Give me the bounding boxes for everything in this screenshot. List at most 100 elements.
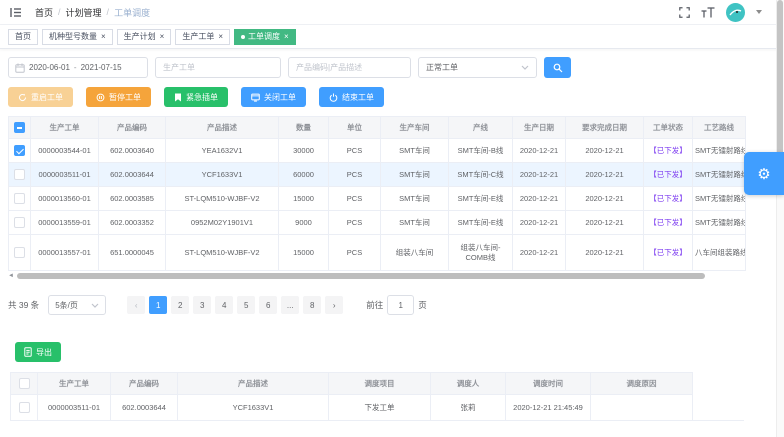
more-pages-button[interactable]: ... — [281, 296, 300, 314]
export-button[interactable]: 导出 — [15, 342, 61, 362]
fullscreen-icon[interactable] — [679, 6, 690, 18]
scroll-left-arrow-icon[interactable]: ◄ — [8, 273, 14, 279]
table-row[interactable]: 0000003544-01 602.0003640 YEA1632V1 3000… — [8, 138, 746, 163]
cell-product-desc: YEA1632V1 — [165, 138, 279, 163]
dispatch-record-table: 生产工单 产品编码 产品描述 调度项目 调度人 调度时间 调度原因 000000… — [10, 372, 744, 421]
breadcrumb-plan-management[interactable]: 计划管理 — [65, 7, 102, 18]
page-button-2[interactable]: 2 — [171, 296, 190, 314]
page-button-3[interactable]: 3 — [193, 296, 212, 314]
breadcrumb-separator: / — [106, 7, 110, 17]
tab-production-order[interactable]: 生产工单 × — [175, 28, 231, 45]
page-button-1[interactable]: 1 — [149, 296, 168, 314]
cell-prod-date: 2020-12-21 — [512, 186, 566, 211]
close-icon[interactable]: × — [218, 31, 224, 41]
cell-line: 组装八车间-COMB线 — [448, 234, 513, 271]
cell-due-date: 2020-12-21 — [565, 234, 644, 271]
export-row: 导出 — [8, 342, 776, 362]
tab-label: 生产工单 — [182, 32, 215, 41]
row-checkbox[interactable] — [14, 169, 25, 180]
cell-dispatcher: 张莉 — [430, 394, 506, 421]
row-select-cell — [8, 234, 31, 271]
table-row[interactable]: 0000003511-01 602.0003644 YCF1633V1 6000… — [8, 162, 746, 187]
close-icon[interactable]: × — [284, 31, 289, 41]
bookmark-icon — [175, 93, 181, 101]
cell-workshop: SMT车间 — [380, 138, 449, 163]
next-page-button[interactable]: › — [325, 296, 344, 314]
product-code-input[interactable] — [288, 57, 411, 78]
search-icon — [553, 63, 562, 72]
cell-prod-date: 2020-12-21 — [512, 234, 566, 271]
work-order-input[interactable] — [155, 57, 281, 78]
prev-page-button[interactable]: ‹ — [127, 296, 146, 314]
select-all-checkbox[interactable] — [18, 378, 30, 389]
page-size-value: 5条/页 — [55, 300, 78, 310]
cell-status: 【已下发】 — [643, 210, 693, 235]
close-icon[interactable]: × — [159, 31, 165, 41]
page-button-6[interactable]: 6 — [259, 296, 278, 314]
filter-bar: 2020-06-01 - 2021-07-15 正常工单 — [8, 57, 776, 78]
close-order-button[interactable]: 关闭工单 — [241, 87, 306, 107]
search-button[interactable] — [544, 57, 571, 78]
table-row[interactable]: 0000013560-01 602.0003585 ST-LQM510-WJBF… — [8, 186, 746, 211]
vertical-scroll-thumb[interactable] — [777, 0, 783, 168]
cell-product-code: 602.0003644 — [98, 162, 166, 187]
cell-quantity: 9000 — [278, 210, 329, 235]
table-row[interactable]: 0000013559-01 602.0003352 0952M02Y1901V1… — [8, 210, 746, 235]
col-header: 生产工单 — [37, 372, 111, 395]
tab-order-dispatch-active[interactable]: 工单调度 × — [234, 28, 296, 45]
goto-page-input[interactable] — [387, 295, 415, 315]
cell-route: SMT无镭射路线 — [692, 186, 746, 211]
user-menu-caret-icon[interactable] — [756, 10, 762, 14]
cell-product-code: 602.0003644 — [110, 394, 178, 421]
finish-order-button[interactable]: 结束工单 — [319, 87, 384, 107]
work-order-table: 生产工单 产品编码 产品描述 数量 单位 生产车间 产线 生产日期 要求完成日期… — [8, 116, 746, 271]
settings-panel-button[interactable]: ⚙ — [744, 152, 784, 195]
cell-order-no: 0000003511-01 — [30, 162, 99, 187]
total-count: 共 39 条 — [8, 300, 40, 310]
row-checkbox[interactable] — [18, 402, 30, 413]
tab-production-plan[interactable]: 生产计划 × — [116, 28, 172, 45]
cell-line: SMT车间-E线 — [448, 210, 513, 235]
cell-unit: PCS — [328, 234, 381, 271]
hamburger-icon[interactable] — [10, 7, 22, 18]
row-checkbox[interactable] — [14, 193, 25, 204]
urgent-insert-button[interactable]: 紧急插单 — [164, 87, 228, 107]
filler-cell — [692, 372, 744, 395]
font-size-icon[interactable] — [701, 6, 715, 18]
table-row[interactable]: 0000013557-01 651.0000045 ST-LQM510-WJBF… — [8, 234, 746, 271]
tab-label: 机种型号数量 — [49, 32, 97, 41]
button-label: 重启工单 — [31, 92, 63, 102]
user-avatar[interactable] — [726, 2, 745, 22]
tab-model-quantity[interactable]: 机种型号数量 × — [42, 28, 113, 45]
date-range-input[interactable]: 2020-06-01 - 2021-07-15 — [8, 57, 148, 78]
page-button-5[interactable]: 5 — [237, 296, 256, 314]
row-checkbox[interactable] — [14, 247, 25, 258]
cell-product-desc: 0952M02Y1901V1 — [165, 210, 279, 235]
breadcrumb-home[interactable]: 首页 — [35, 7, 54, 18]
close-icon[interactable]: × — [101, 31, 106, 41]
chevron-down-icon — [91, 303, 99, 308]
page-size-select[interactable]: 5条/页 — [48, 295, 107, 315]
cell-product-desc: ST-LQM510-WJBF-V2 — [165, 186, 279, 211]
row-select-cell — [8, 162, 31, 187]
table-row[interactable]: 0000003511-01 602.0003644 YCF1633V1 下发工单… — [10, 394, 744, 421]
cell-order-no: 0000003544-01 — [30, 138, 99, 163]
page-button-4[interactable]: 4 — [215, 296, 234, 314]
col-header: 产品编码 — [98, 116, 166, 139]
active-dot-icon — [241, 34, 246, 39]
cell-line: SMT车间-C线 — [448, 162, 513, 187]
order-type-select[interactable]: 正常工单 — [418, 57, 537, 78]
tab-label: 生产计划 — [123, 32, 156, 41]
page-button-8[interactable]: 8 — [303, 296, 322, 314]
tab-home[interactable]: 首页 — [8, 28, 38, 45]
row-checkbox[interactable] — [14, 217, 25, 228]
horizontal-scroll-thumb[interactable] — [17, 273, 705, 279]
restart-order-button[interactable]: 重启工单 — [8, 87, 73, 107]
col-header: 产线 — [448, 116, 513, 139]
pause-order-button[interactable]: 暂停工单 — [86, 87, 151, 107]
select-all-checkbox[interactable] — [14, 122, 25, 133]
row-checkbox[interactable] — [14, 145, 25, 156]
tab-label: 首页 — [15, 32, 31, 41]
cell-workshop: 组装八车间 — [380, 234, 449, 271]
date-separator: - — [73, 63, 77, 72]
